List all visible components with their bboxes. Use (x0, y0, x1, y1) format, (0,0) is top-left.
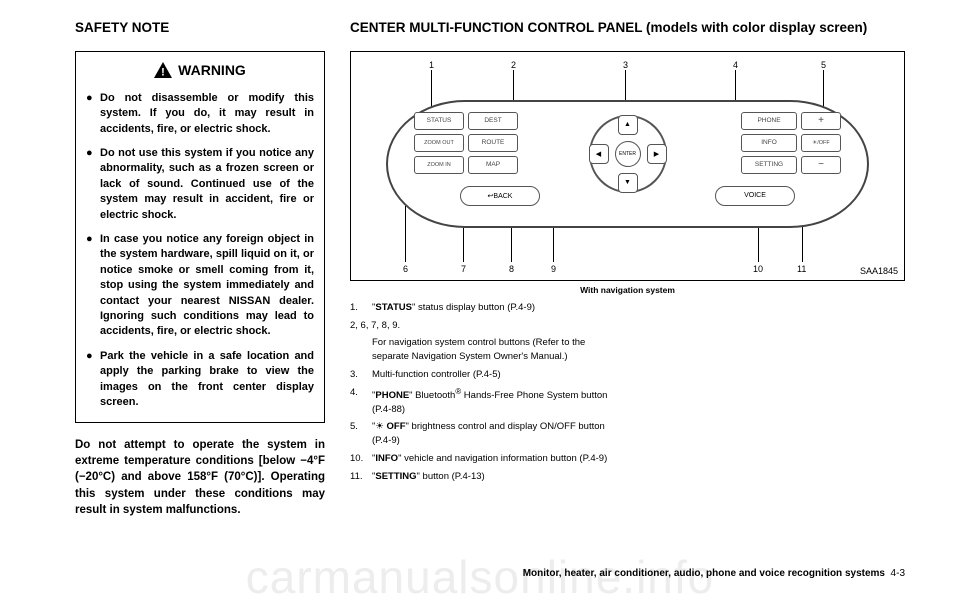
callout-7: 7 (461, 264, 466, 274)
warning-title: ! WARNING (86, 62, 314, 81)
btn-zoom-in: ZOOM IN (414, 156, 464, 174)
legend-num: 10. (350, 452, 372, 466)
btn-status: STATUS (414, 112, 464, 130)
callout-9: 9 (551, 264, 556, 274)
btn-phone: PHONE (741, 112, 797, 130)
callout-1: 1 (429, 60, 434, 70)
callout-8: 8 (509, 264, 514, 274)
legend-num: 3. (350, 368, 372, 382)
warning-item: In case you notice any foreign object in… (100, 232, 314, 340)
dpad-enter: ENTER (615, 141, 641, 167)
page-footer: Monitor, heater, air conditioner, audio,… (523, 568, 905, 579)
legend-text: "☀ OFF" brightness control and display O… (372, 420, 608, 448)
dpad: ▲ ▼ ◀ ▶ ENTER (589, 115, 667, 193)
center-heading: CENTER MULTI-FUNCTION CONTROL PANEL (mod… (350, 20, 905, 37)
diagram-code: SAA1845 (860, 266, 898, 276)
legend-text: "INFO" vehicle and navigation informatio… (372, 452, 607, 466)
svg-text:!: ! (161, 66, 165, 78)
legend-num: 1. (350, 301, 372, 315)
dpad-up-icon: ▲ (618, 115, 638, 135)
safety-body: Do not attempt to operate the system in … (75, 437, 325, 517)
dpad-left-icon: ◀ (589, 144, 609, 164)
legend-num: 4. (350, 386, 372, 417)
bullet-icon: ● (86, 146, 100, 223)
legend-text: "STATUS" status display button (P.4-9) (372, 301, 535, 315)
btn-map: MAP (468, 156, 518, 174)
legend-list: 1."STATUS" status display button (P.4-9)… (350, 301, 608, 484)
callout-6: 6 (403, 264, 408, 274)
bullet-icon: ● (86, 349, 100, 411)
warning-box: ! WARNING ●Do not disassemble or modify … (75, 51, 325, 423)
warning-label-text: WARNING (178, 62, 246, 78)
dpad-down-icon: ▼ (618, 173, 638, 193)
dpad-right-icon: ▶ (647, 144, 667, 164)
bullet-icon: ● (86, 232, 100, 340)
btn-zoom-out: ZOOM OUT (414, 134, 464, 152)
btn-dest: DEST (468, 112, 518, 130)
btn-plus: + (801, 112, 841, 130)
legend-num: 5. (350, 420, 372, 448)
legend-text: "SETTING" button (P.4-13) (372, 470, 485, 484)
callout-3: 3 (623, 60, 628, 70)
warning-item: Do not disassemble or modify this system… (100, 91, 314, 137)
btn-setting: SETTING (741, 156, 797, 174)
warning-item: Park the vehicle in a safe location and … (100, 349, 314, 411)
legend-text: Multi-function controller (P.4-5) (372, 368, 501, 382)
btn-route: ROUTE (468, 134, 518, 152)
callout-2: 2 (511, 60, 516, 70)
callout-4: 4 (733, 60, 738, 70)
callout-11: 11 (797, 264, 806, 274)
legend-num: 2, 6, 7, 8, 9. (350, 319, 400, 333)
safety-heading: SAFETY NOTE (75, 20, 325, 37)
legend-text: "PHONE" Bluetooth® Hands-Free Phone Syst… (372, 386, 608, 417)
legend-num: 11. (350, 470, 372, 484)
btn-voice: VOICE (715, 186, 795, 206)
footer-page: 4-3 (891, 568, 905, 579)
callout-10: 10 (753, 264, 763, 274)
legend-text: For navigation system control buttons (R… (350, 336, 608, 364)
warning-list: ●Do not disassemble or modify this syste… (86, 91, 314, 410)
btn-back: ↩BACK (460, 186, 540, 206)
bullet-icon: ● (86, 91, 100, 137)
callout-5: 5 (821, 60, 826, 70)
diagram-caption: With navigation system (350, 285, 905, 295)
btn-info: INFO (741, 134, 797, 152)
btn-minus: − (801, 156, 841, 174)
warning-icon: ! (154, 62, 172, 81)
footer-section: Monitor, heater, air conditioner, audio,… (523, 568, 885, 579)
warning-item: Do not use this system if you notice any… (100, 146, 314, 223)
btn-bright-off: ☀/OFF (801, 134, 841, 152)
control-panel-diagram: 1 2 3 4 5 6 7 8 9 10 11 (350, 51, 905, 281)
